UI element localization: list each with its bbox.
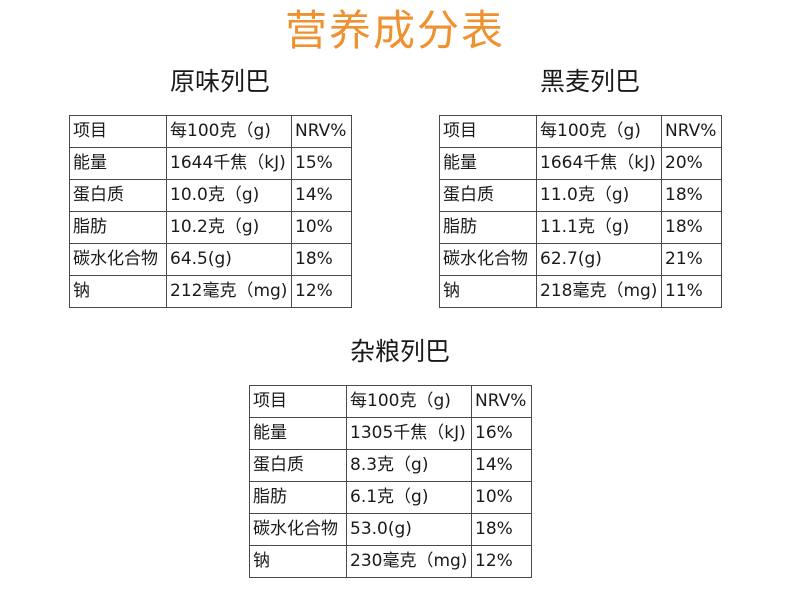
cell-per100g: 6.1克（g) (346, 481, 472, 514)
table-row: 项目 每100克（g) NRV% (249, 385, 532, 418)
page-title: 营养成分表 (284, 6, 505, 55)
table-title-rye: 黑麦列巴 (539, 67, 640, 96)
cell-per100g: 8.3克（g) (346, 449, 472, 482)
nutrition-table-rye: 项目 每100克（g) NRV% 能量 1664千焦（kJ) 20% 蛋白质 1… (439, 115, 722, 308)
table-row: 脂肪 6.1克（g) 10% (249, 481, 532, 514)
table-row: 蛋白质 11.0克（g) 18% (439, 179, 722, 212)
cell-nrv-header: NRV% (661, 115, 722, 148)
table-title-multigrain: 杂粮列巴 (349, 337, 450, 366)
cell-per100g: 218毫克（mg) (536, 275, 662, 308)
cell-nrv: 18% (291, 243, 352, 276)
cell-per100g: 10.0克（g) (166, 179, 292, 212)
cell-item: 脂肪 (69, 211, 167, 244)
table-row: 钠 230毫克（mg) 12% (249, 545, 532, 578)
cell-item-header: 项目 (439, 115, 537, 148)
cell-nrv: 18% (661, 179, 722, 212)
cell-per100g: 1664千焦（kJ) (536, 147, 662, 180)
table-row: 钠 212毫克（mg) 12% (69, 275, 352, 308)
cell-nrv-header: NRV% (291, 115, 352, 148)
cell-nrv: 10% (291, 211, 352, 244)
cell-item: 蛋白质 (249, 449, 347, 482)
table-row: 脂肪 10.2克（g) 10% (69, 211, 352, 244)
cell-nrv: 16% (471, 417, 532, 450)
cell-item: 脂肪 (249, 481, 347, 514)
cell-nrv: 21% (661, 243, 722, 276)
cell-nrv: 12% (471, 545, 532, 578)
cell-item-header: 项目 (249, 385, 347, 418)
cell-nrv: 18% (471, 513, 532, 546)
cell-nrv-header: NRV% (471, 385, 532, 418)
table-title-original: 原味列巴 (169, 67, 270, 96)
cell-per100g: 53.0(g) (346, 513, 472, 546)
table-row: 脂肪 11.1克（g) 18% (439, 211, 722, 244)
table-row: 钠 218毫克（mg) 11% (439, 275, 722, 308)
cell-per100g: 10.2克（g) (166, 211, 292, 244)
table-row: 能量 1644千焦（kJ) 15% (69, 147, 352, 180)
cell-item: 能量 (439, 147, 537, 180)
cell-nrv: 14% (471, 449, 532, 482)
cell-nrv: 14% (291, 179, 352, 212)
table-row: 碳水化合物 53.0(g) 18% (249, 513, 532, 546)
cell-nrv: 12% (291, 275, 352, 308)
cell-item: 钠 (439, 275, 537, 308)
cell-item: 碳水化合物 (69, 243, 167, 276)
table-row: 蛋白质 8.3克（g) 14% (249, 449, 532, 482)
cell-per100g: 11.1克（g) (536, 211, 662, 244)
table-row: 蛋白质 10.0克（g) 14% (69, 179, 352, 212)
table-row: 碳水化合物 62.7(g) 21% (439, 243, 722, 276)
table-row: 项目 每100克（g) NRV% (69, 115, 352, 148)
cell-item: 能量 (69, 147, 167, 180)
cell-item-header: 项目 (69, 115, 167, 148)
cell-per100g: 1644千焦（kJ) (166, 147, 292, 180)
cell-per100g: 11.0克（g) (536, 179, 662, 212)
cell-nrv: 20% (661, 147, 722, 180)
cell-per100g: 1305千焦（kJ) (346, 417, 472, 450)
cell-per100g: 64.5(g) (166, 243, 292, 276)
cell-item: 能量 (249, 417, 347, 450)
cell-item: 蛋白质 (439, 179, 537, 212)
cell-per100g-header: 每100克（g) (166, 115, 292, 148)
cell-per100g-header: 每100克（g) (346, 385, 472, 418)
nutrition-table-multigrain: 项目 每100克（g) NRV% 能量 1305千焦（kJ) 16% 蛋白质 8… (249, 385, 532, 578)
cell-item: 碳水化合物 (439, 243, 537, 276)
cell-item: 钠 (69, 275, 167, 308)
cell-nrv: 18% (661, 211, 722, 244)
cell-item: 碳水化合物 (249, 513, 347, 546)
cell-per100g-header: 每100克（g) (536, 115, 662, 148)
table-row: 项目 每100克（g) NRV% (439, 115, 722, 148)
table-row: 碳水化合物 64.5(g) 18% (69, 243, 352, 276)
cell-nrv: 15% (291, 147, 352, 180)
nutrition-table-original: 项目 每100克（g) NRV% 能量 1644千焦（kJ) 15% 蛋白质 1… (69, 115, 352, 308)
table-row: 能量 1664千焦（kJ) 20% (439, 147, 722, 180)
cell-item: 蛋白质 (69, 179, 167, 212)
cell-item: 钠 (249, 545, 347, 578)
cell-per100g: 62.7(g) (536, 243, 662, 276)
table-row: 能量 1305千焦（kJ) 16% (249, 417, 532, 450)
cell-nrv: 11% (661, 275, 722, 308)
cell-per100g: 212毫克（mg) (166, 275, 292, 308)
cell-per100g: 230毫克（mg) (346, 545, 472, 578)
cell-nrv: 10% (471, 481, 532, 514)
cell-item: 脂肪 (439, 211, 537, 244)
